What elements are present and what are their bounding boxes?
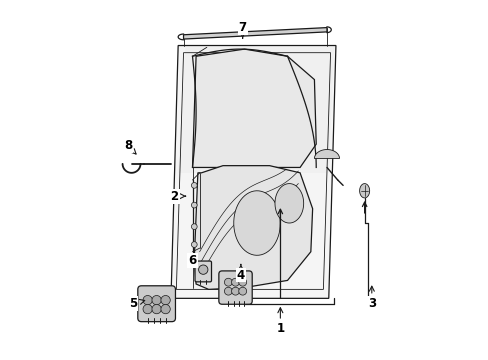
Text: 6: 6 [188, 254, 196, 267]
Polygon shape [194, 166, 312, 289]
Circle shape [238, 278, 246, 286]
Circle shape [224, 287, 232, 295]
Polygon shape [233, 191, 280, 255]
Text: 5: 5 [129, 297, 137, 310]
Circle shape [198, 265, 207, 274]
Polygon shape [359, 184, 369, 198]
Circle shape [191, 224, 197, 229]
Circle shape [142, 305, 152, 314]
Text: 4: 4 [236, 269, 244, 282]
Text: 7: 7 [238, 21, 246, 34]
Text: 1: 1 [276, 322, 284, 335]
Circle shape [224, 278, 232, 286]
Circle shape [161, 296, 170, 305]
Circle shape [191, 202, 197, 208]
Text: 8: 8 [123, 139, 132, 152]
Polygon shape [178, 47, 333, 173]
FancyBboxPatch shape [138, 286, 175, 321]
Circle shape [191, 183, 197, 188]
Polygon shape [171, 45, 335, 298]
Text: 2: 2 [170, 190, 178, 203]
Polygon shape [192, 49, 316, 167]
FancyBboxPatch shape [195, 261, 211, 282]
Polygon shape [274, 184, 303, 223]
Circle shape [161, 305, 170, 314]
Polygon shape [314, 149, 339, 158]
Circle shape [152, 296, 161, 305]
Circle shape [191, 242, 197, 247]
Text: 3: 3 [367, 297, 375, 310]
Circle shape [231, 278, 239, 286]
Circle shape [238, 287, 246, 295]
Circle shape [152, 305, 161, 314]
FancyBboxPatch shape [219, 271, 252, 304]
Circle shape [142, 296, 152, 305]
Polygon shape [183, 28, 326, 39]
Circle shape [231, 287, 239, 295]
